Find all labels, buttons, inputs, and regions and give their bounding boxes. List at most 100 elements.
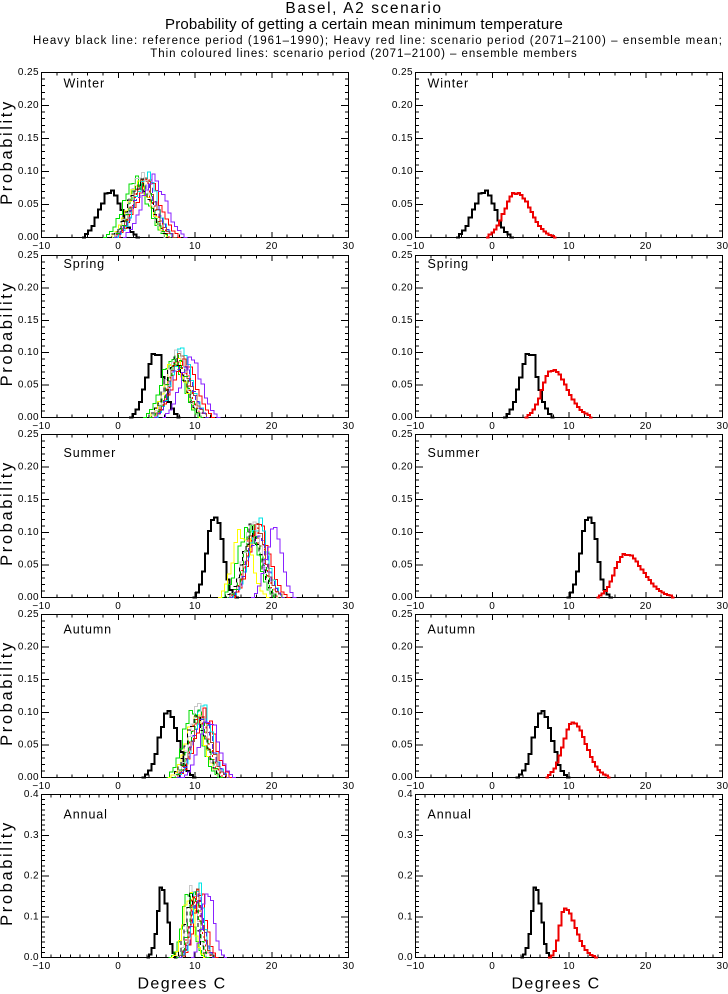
svg-text:0.00: 0.00: [392, 592, 413, 603]
svg-text:0.05: 0.05: [392, 380, 413, 391]
svg-text:0.25: 0.25: [18, 67, 39, 78]
svg-text:0.25: 0.25: [18, 609, 39, 620]
svg-text:0.15: 0.15: [18, 494, 39, 505]
svg-text:0: 0: [489, 601, 495, 612]
svg-text:0: 0: [115, 421, 121, 432]
svg-text:0: 0: [489, 241, 495, 252]
svg-text:20: 20: [640, 421, 652, 432]
svg-text:0.15: 0.15: [392, 133, 413, 144]
svg-text:10: 10: [189, 241, 201, 252]
svg-text:0.15: 0.15: [392, 494, 413, 505]
svg-text:0.25: 0.25: [392, 429, 413, 440]
svg-text:10: 10: [563, 781, 575, 792]
svg-text:0.15: 0.15: [18, 674, 39, 685]
svg-text:0.10: 0.10: [18, 707, 39, 718]
svg-text:20: 20: [266, 601, 278, 612]
svg-text:−10: −10: [406, 961, 424, 972]
svg-text:0: 0: [115, 961, 121, 972]
svg-text:0.20: 0.20: [392, 642, 413, 653]
svg-text:0.20: 0.20: [18, 282, 39, 293]
svg-text:Thin coloured lines: scenario: Thin coloured lines: scenario period (20…: [150, 48, 577, 60]
svg-text:0: 0: [115, 601, 121, 612]
svg-text:−10: −10: [32, 601, 50, 612]
svg-text:0.4: 0.4: [24, 789, 39, 800]
svg-text:20: 20: [266, 241, 278, 252]
svg-text:0.20: 0.20: [18, 642, 39, 653]
svg-text:0.25: 0.25: [18, 429, 39, 440]
svg-text:Basel, A2 scenario: Basel, A2 scenario: [285, 0, 442, 17]
svg-text:0.20: 0.20: [18, 462, 39, 473]
svg-text:0.05: 0.05: [18, 380, 39, 391]
svg-text:0.15: 0.15: [392, 674, 413, 685]
svg-text:0.00: 0.00: [18, 592, 39, 603]
svg-text:Degrees C: Degrees C: [137, 976, 226, 993]
svg-text:0.10: 0.10: [392, 527, 413, 538]
svg-text:0: 0: [115, 781, 121, 792]
svg-text:Annual: Annual: [64, 808, 108, 822]
svg-text:−10: −10: [406, 781, 424, 792]
svg-text:0: 0: [489, 421, 495, 432]
svg-text:0: 0: [489, 961, 495, 972]
svg-text:10: 10: [189, 961, 201, 972]
svg-text:20: 20: [640, 241, 652, 252]
svg-text:Autumn: Autumn: [64, 623, 112, 637]
svg-text:Probability: Probability: [0, 820, 16, 926]
svg-text:10: 10: [189, 781, 201, 792]
svg-text:Autumn: Autumn: [428, 623, 476, 637]
svg-text:Winter: Winter: [428, 77, 470, 91]
svg-text:10: 10: [563, 241, 575, 252]
svg-text:−10: −10: [406, 601, 424, 612]
svg-text:0.15: 0.15: [18, 133, 39, 144]
svg-text:0.05: 0.05: [392, 199, 413, 210]
svg-text:30: 30: [717, 601, 728, 612]
svg-text:0.00: 0.00: [18, 772, 39, 783]
svg-text:−10: −10: [32, 241, 50, 252]
svg-text:0.25: 0.25: [392, 67, 413, 78]
svg-text:Spring: Spring: [428, 257, 470, 271]
svg-text:30: 30: [717, 241, 728, 252]
svg-text:0.20: 0.20: [392, 100, 413, 111]
svg-text:Spring: Spring: [64, 257, 106, 271]
svg-text:0.25: 0.25: [18, 250, 39, 261]
svg-text:Degrees C: Degrees C: [511, 976, 600, 993]
svg-text:Heavy black line: reference pe: Heavy black line: reference period (1961…: [33, 35, 723, 47]
svg-text:0.20: 0.20: [392, 462, 413, 473]
svg-text:Probability: Probability: [0, 281, 16, 387]
svg-text:20: 20: [640, 961, 652, 972]
svg-text:0.10: 0.10: [18, 527, 39, 538]
svg-text:20: 20: [640, 781, 652, 792]
svg-text:0.15: 0.15: [392, 315, 413, 326]
svg-text:20: 20: [266, 421, 278, 432]
svg-text:0.25: 0.25: [392, 609, 413, 620]
svg-text:0.25: 0.25: [392, 250, 413, 261]
svg-text:0.3: 0.3: [398, 830, 413, 841]
svg-text:0.00: 0.00: [392, 232, 413, 243]
svg-text:0.05: 0.05: [18, 199, 39, 210]
svg-text:0.2: 0.2: [24, 871, 39, 882]
svg-text:0.2: 0.2: [398, 871, 413, 882]
svg-text:0.05: 0.05: [392, 559, 413, 570]
svg-text:30: 30: [343, 421, 355, 432]
svg-text:0.05: 0.05: [18, 559, 39, 570]
svg-text:0.00: 0.00: [392, 412, 413, 423]
svg-text:Probability: Probability: [0, 460, 16, 566]
svg-text:0.00: 0.00: [392, 772, 413, 783]
svg-text:20: 20: [266, 961, 278, 972]
svg-text:Probability: Probability: [0, 99, 16, 205]
svg-text:0.05: 0.05: [18, 739, 39, 750]
svg-text:0.10: 0.10: [392, 166, 413, 177]
svg-text:Summer: Summer: [428, 446, 481, 460]
svg-text:0.20: 0.20: [18, 100, 39, 111]
svg-text:Summer: Summer: [64, 446, 117, 460]
svg-text:20: 20: [640, 601, 652, 612]
svg-text:30: 30: [343, 601, 355, 612]
svg-text:−10: −10: [32, 781, 50, 792]
svg-text:−10: −10: [406, 421, 424, 432]
svg-text:0.1: 0.1: [398, 911, 413, 922]
svg-text:30: 30: [717, 781, 728, 792]
svg-text:30: 30: [343, 781, 355, 792]
svg-text:0.10: 0.10: [18, 166, 39, 177]
svg-text:30: 30: [717, 421, 728, 432]
svg-text:30: 30: [343, 961, 355, 972]
svg-text:0.0: 0.0: [24, 952, 39, 963]
